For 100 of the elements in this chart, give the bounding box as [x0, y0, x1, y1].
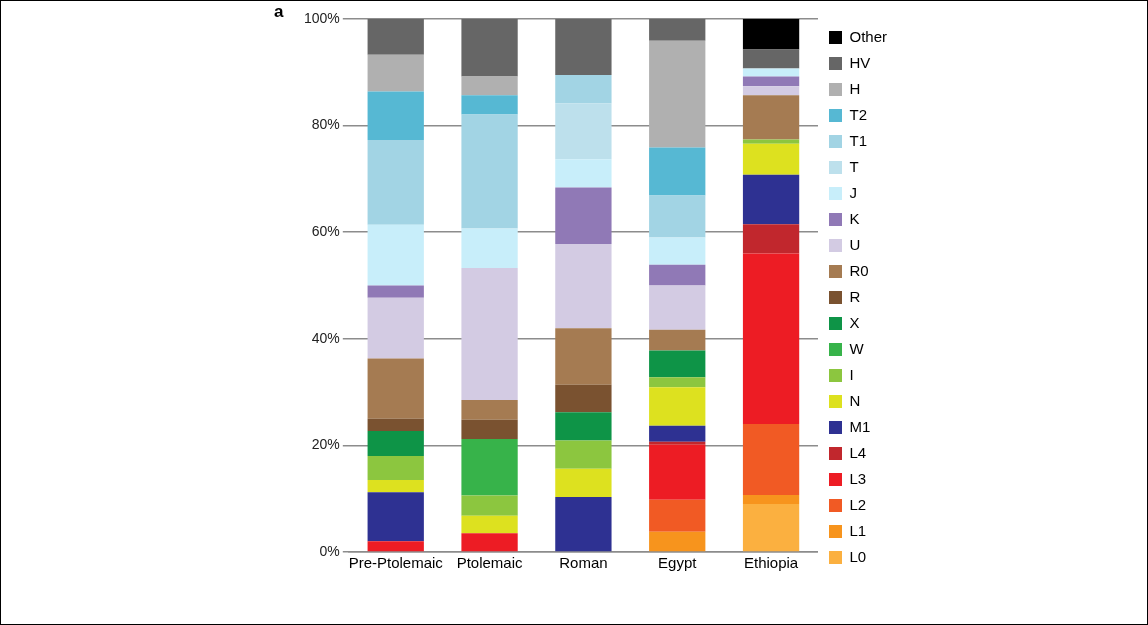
- bar: [367, 418, 424, 432]
- legend-label: L4: [849, 443, 867, 461]
- bar: [742, 504, 800, 552]
- bar: [649, 531, 706, 552]
- bar: [461, 228, 518, 268]
- bar: [649, 264, 706, 286]
- bar: [649, 195, 706, 238]
- bar: [555, 159, 612, 188]
- bar: [742, 224, 800, 254]
- legend-label: L3: [849, 469, 867, 487]
- bar: [742, 49, 800, 69]
- legend-label: R0: [849, 261, 869, 279]
- bar: [367, 285, 424, 298]
- bar: [555, 187, 612, 244]
- bar: [461, 419, 518, 439]
- x-tick-label: Ethiopia: [743, 554, 799, 572]
- bar: [367, 91, 424, 140]
- bar: [555, 384, 612, 413]
- x-tick-label: Pre-Ptolemaic: [348, 554, 444, 572]
- y-tick-label: 0%: [319, 542, 340, 559]
- bar: [649, 441, 706, 445]
- legend-label: R: [849, 287, 861, 305]
- bar: [555, 243, 612, 329]
- bar: [649, 377, 706, 388]
- bar: [742, 424, 800, 495]
- legend-label: L1: [849, 521, 867, 539]
- bar: [461, 495, 518, 516]
- bar: [461, 95, 518, 115]
- text: a: [274, 1, 284, 21]
- bar: [555, 19, 612, 75]
- legend-label: N: [849, 391, 861, 409]
- bar: [649, 425, 706, 442]
- bar: [649, 237, 706, 265]
- bar: [555, 440, 612, 469]
- legend-label: L2: [849, 495, 867, 513]
- legend-label: U: [849, 235, 861, 253]
- bar: [461, 533, 518, 552]
- bar: [367, 297, 424, 359]
- bar: [555, 74, 612, 104]
- legend-label: HV: [849, 53, 871, 71]
- y-tick-label: 60%: [311, 223, 340, 240]
- y-tick-label: 80%: [311, 116, 340, 133]
- legend-label: Other: [849, 27, 887, 45]
- legend-label: W: [849, 339, 865, 357]
- legend-label: I: [849, 365, 854, 383]
- bar: [555, 412, 612, 441]
- y-tick-label: 100%: [303, 9, 340, 26]
- legend-label: L0: [849, 547, 867, 565]
- bar: [461, 114, 518, 229]
- bar: [649, 19, 706, 41]
- bar: [742, 68, 800, 77]
- bar: [649, 499, 706, 532]
- bar: [461, 267, 518, 401]
- bar: [367, 19, 424, 55]
- legend-label: K: [849, 209, 860, 227]
- bar: [742, 494, 800, 505]
- bar: [649, 444, 706, 500]
- bar: [555, 103, 612, 160]
- bar: [649, 387, 706, 426]
- bar: [742, 95, 800, 140]
- y-tick-label: 20%: [311, 436, 340, 453]
- legend-label: J: [849, 183, 857, 201]
- x-tick-label: Ptolemaic: [456, 554, 523, 572]
- bar: [367, 139, 424, 225]
- bar: [367, 358, 424, 419]
- bar: [367, 541, 424, 552]
- bar: [742, 76, 800, 87]
- bar: [742, 174, 800, 225]
- bar: [461, 400, 518, 420]
- legend-label: T1: [849, 131, 867, 149]
- bar: [555, 328, 612, 385]
- legend-label: H: [849, 79, 861, 97]
- bar: [742, 143, 800, 175]
- legend-label: T2: [849, 105, 867, 123]
- legend-label: X: [849, 313, 860, 331]
- x-tick-label: Egypt: [658, 554, 698, 572]
- bar: [367, 224, 424, 286]
- bar: [742, 86, 800, 96]
- bar: [367, 480, 424, 493]
- bar: [461, 76, 518, 96]
- bar: [367, 456, 424, 481]
- bar: [461, 19, 518, 77]
- bar: [649, 329, 706, 351]
- bar: [649, 350, 706, 378]
- bar: [649, 285, 706, 330]
- bar: [649, 147, 706, 196]
- bar: [461, 515, 518, 534]
- bar: [367, 54, 424, 92]
- bar: [461, 439, 518, 496]
- bar: [555, 497, 612, 552]
- bar: [555, 468, 612, 498]
- bar: [742, 253, 800, 425]
- bar: [649, 40, 706, 148]
- legend-label: M1: [849, 417, 871, 435]
- bar: [742, 19, 800, 50]
- x-tick-label: Roman: [559, 554, 608, 572]
- y-tick-label: 40%: [311, 329, 340, 346]
- legend-label: T: [849, 157, 859, 175]
- bar: [367, 492, 424, 542]
- bar: [367, 431, 424, 457]
